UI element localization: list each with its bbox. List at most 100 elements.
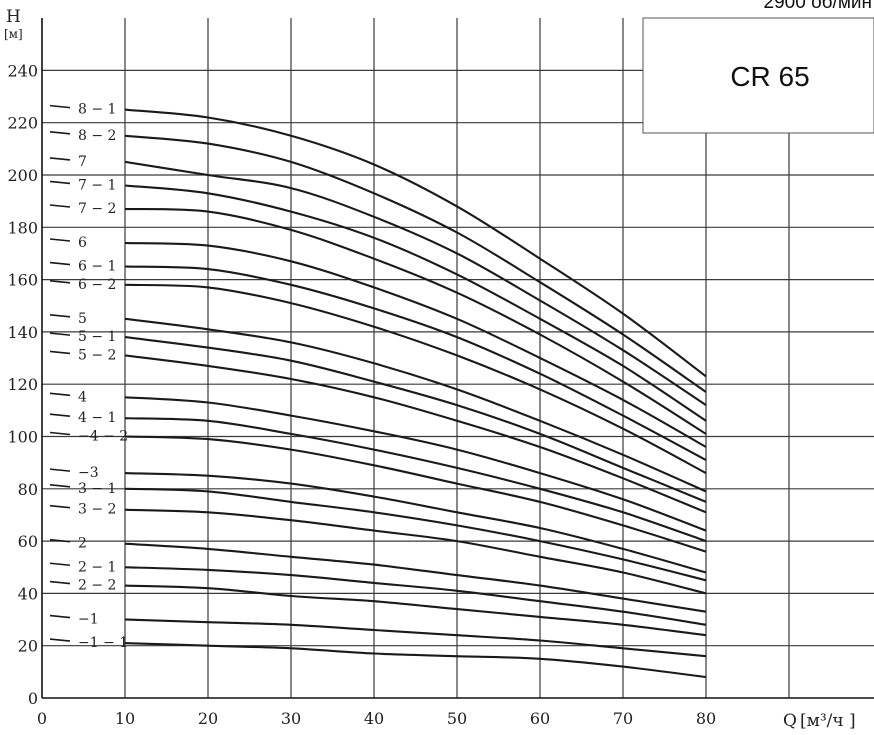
curve-label-leaders	[49, 104, 71, 642]
curve-series-14	[124, 435, 707, 553]
curve-series-17	[124, 508, 707, 595]
y-tick-label-240: 240	[7, 61, 38, 80]
leader-series-2	[49, 130, 71, 135]
y-tick-label-140: 140	[7, 323, 38, 342]
curve-label-series-15: −3	[78, 465, 99, 481]
curve-series-16	[124, 487, 707, 582]
x-tick-label-0: 0	[37, 709, 47, 728]
x-tick-label-10: 10	[115, 709, 135, 728]
leader-series-12	[49, 392, 71, 397]
model-box	[642, 17, 874, 134]
leader-series-19	[49, 562, 71, 567]
x-tick-label-80: 80	[696, 709, 716, 728]
curve-series-1	[124, 108, 707, 378]
y-tick-label-160: 160	[7, 271, 38, 290]
leader-series-16	[49, 484, 71, 488]
y-tick-label-40: 40	[18, 584, 38, 603]
x-tick-label-70: 70	[613, 709, 633, 728]
leader-series-10	[49, 332, 71, 336]
x-tick-label-20: 20	[198, 709, 218, 728]
leader-series-8	[49, 280, 71, 284]
curve-series-12	[124, 396, 707, 532]
curve-label-series-3: 7	[78, 154, 87, 170]
performance-curves	[124, 108, 707, 679]
curve-label-series-19: 2 − 1	[78, 559, 116, 575]
curve-series-6	[124, 241, 707, 448]
y-tick-label-120: 120	[7, 375, 38, 394]
x-tick-label-50: 50	[447, 709, 467, 728]
curve-label-series-22: −1 − 1	[78, 635, 128, 651]
curve-label-series-14: −4 − 2	[78, 429, 128, 445]
leader-series-11	[49, 350, 71, 355]
leader-series-6	[49, 238, 71, 242]
curve-label-series-4: 7 − 1	[78, 177, 116, 193]
leader-series-15	[49, 468, 71, 472]
y-tick-label-100: 100	[7, 428, 38, 447]
curve-label-series-5: 7 − 2	[78, 201, 116, 217]
leader-series-3	[49, 157, 71, 161]
curve-series-5	[124, 207, 707, 435]
y-tick-label-200: 200	[7, 166, 38, 185]
curve-series-19	[124, 566, 707, 626]
curve-label-series-1: 8 − 1	[78, 102, 116, 118]
y-tick-label-80: 80	[18, 480, 38, 499]
curve-label-series-6: 6	[78, 235, 87, 251]
curve-series-21	[124, 618, 707, 658]
curve-series-15	[124, 472, 707, 574]
curve-label-series-9: 5	[78, 311, 87, 327]
curve-label-series-21: −1	[78, 612, 99, 628]
x-axis-label: Q	[783, 711, 797, 731]
y-axis-unit: [м]	[4, 27, 23, 41]
leader-series-9	[49, 314, 71, 318]
leader-series-13	[49, 413, 71, 417]
curve-label-series-20: 2 − 2	[78, 578, 116, 594]
curve-series-20	[124, 584, 707, 637]
curve-series-22	[124, 642, 707, 679]
curve-series-2	[124, 134, 707, 393]
y-tick-label-180: 180	[7, 218, 38, 237]
curve-label-series-8: 6 − 2	[78, 277, 116, 293]
curve-series-9	[124, 317, 707, 493]
curve-label-series-12: 4	[78, 389, 87, 405]
x-tick-label-60: 60	[530, 709, 550, 728]
curve-label-series-7: 6 − 1	[78, 259, 116, 275]
curve-labels: 8 − 1 8 − 2 7 7 − 1 7 − 2 6 6 − 1 6 − 2 5 5 − 1 5 …	[78, 102, 128, 651]
leader-series-18	[49, 538, 71, 543]
curve-series-10	[124, 336, 707, 503]
y-tick-label-20: 20	[18, 637, 38, 656]
x-axis-unit: [м³/ч ]	[800, 711, 856, 731]
leader-series-14	[49, 431, 71, 436]
curve-label-series-17: 3 − 2	[78, 502, 116, 518]
curve-label-series-18: 2	[78, 536, 87, 552]
speed-label: 2900 об/мин	[764, 0, 872, 13]
curve-label-series-16: 3 − 1	[78, 481, 116, 497]
curve-series-8	[124, 283, 707, 475]
y-axis-label: H	[6, 7, 21, 27]
grid-lines	[42, 18, 874, 698]
curve-series-7	[124, 265, 707, 461]
axes	[41, 18, 874, 699]
curve-series-11	[124, 354, 707, 514]
tick-labels: 0 10 20 30 40 50 60 70 80 0 20 40 60 80 100 120 140 160 18…	[7, 61, 716, 728]
curve-series-4	[124, 184, 707, 422]
curve-series-13	[124, 417, 707, 543]
leader-series-22	[49, 638, 71, 642]
x-tick-label-40: 40	[364, 709, 384, 728]
leader-series-20	[49, 580, 71, 585]
leader-series-1	[49, 104, 71, 109]
leader-series-17	[49, 504, 71, 509]
x-tick-label-30: 30	[281, 709, 301, 728]
y-tick-label-60: 60	[18, 532, 38, 551]
curve-series-3	[124, 160, 707, 406]
leader-series-5	[49, 204, 71, 208]
curve-label-series-13: 4 − 1	[78, 410, 116, 426]
y-tick-label-220: 220	[7, 114, 38, 133]
curve-label-series-2: 8 − 2	[78, 128, 116, 144]
curve-label-series-10: 5 − 1	[78, 329, 116, 345]
curve-series-18	[124, 542, 707, 613]
leader-series-7	[49, 261, 71, 266]
curve-label-series-11: 5 − 2	[78, 347, 116, 363]
model-title: CR 65	[730, 61, 809, 92]
leader-series-4	[49, 180, 71, 185]
